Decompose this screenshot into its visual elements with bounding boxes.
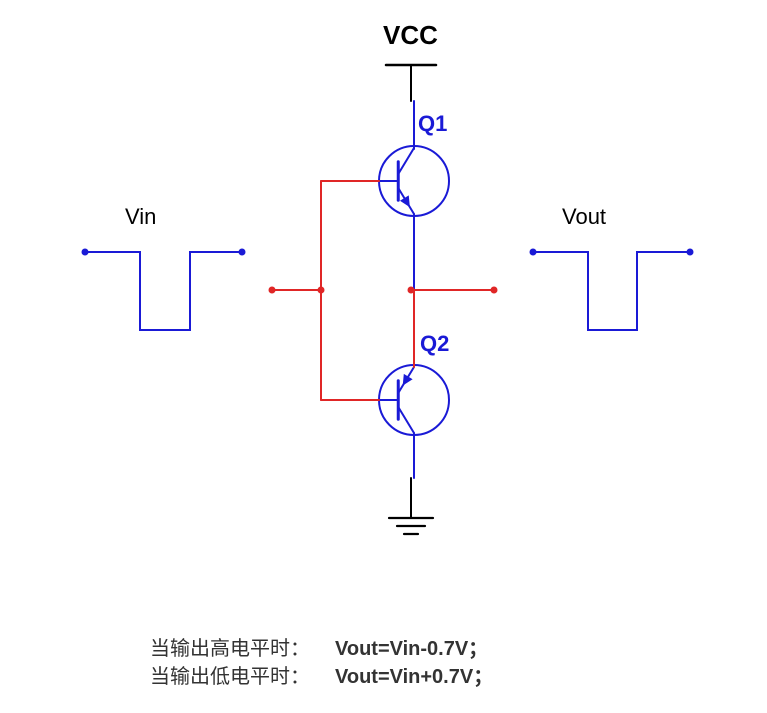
eq-high-pre: 当输出高电平时：	[150, 632, 310, 661]
diagram-canvas: VCC Q1 Q2 Vin Vout 当输出高电平时： Vout=Vin-0.7…	[0, 0, 767, 713]
vcc-label: VCC	[383, 20, 438, 51]
circuit-svg	[0, 0, 767, 713]
eq-low-pre: 当输出低电平时：	[150, 660, 310, 689]
eq-low-expr: Vout=Vin+0.7V；	[335, 660, 493, 689]
vin-label: Vin	[125, 204, 156, 230]
eq-high-expr: Vout=Vin-0.7V；	[335, 632, 488, 661]
vout-label: Vout	[562, 204, 606, 230]
q2-label: Q2	[420, 331, 449, 357]
q1-label: Q1	[418, 111, 447, 137]
